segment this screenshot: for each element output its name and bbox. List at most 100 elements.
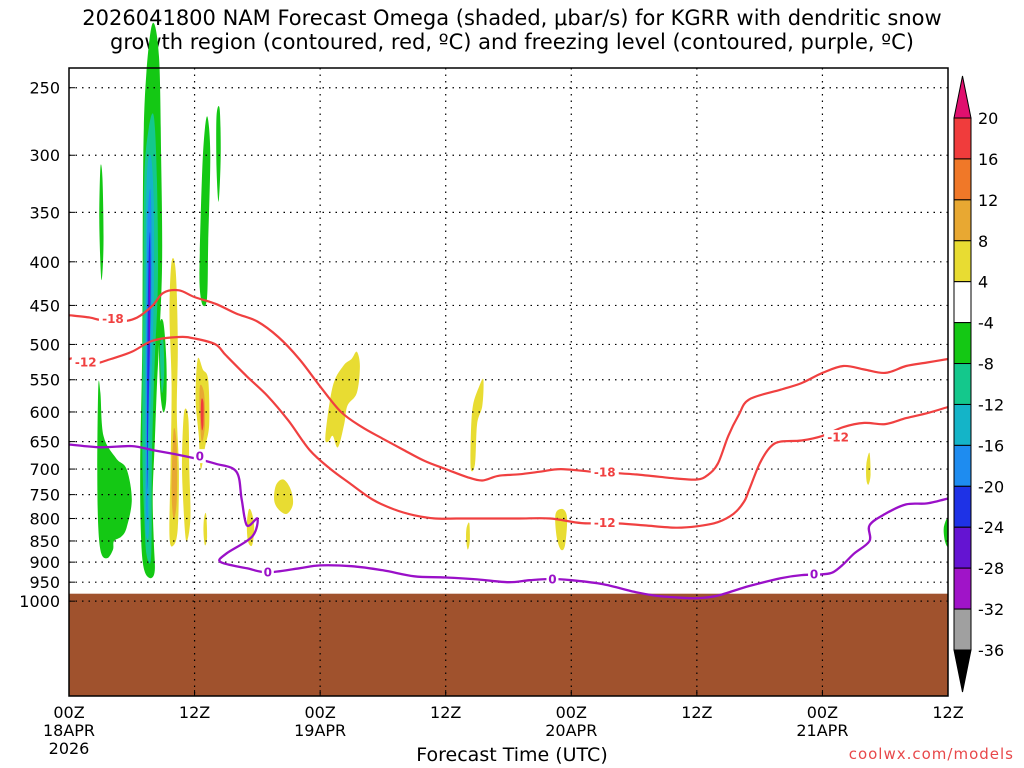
colorbar-label-6: -8 <box>978 355 994 374</box>
x-tick-0: 00Z <box>53 703 84 722</box>
colorbar-box-10 <box>953 526 972 569</box>
omega-region-18 <box>203 512 208 546</box>
y-tick-1000: 1000 <box>19 592 60 611</box>
colorbar-top-arrow <box>953 75 972 119</box>
ground-surface <box>69 593 948 696</box>
x-tick-12: 12Z <box>179 703 210 722</box>
gridlines <box>69 68 948 696</box>
site-credit: coolwx.com/models <box>848 745 1014 763</box>
omega-region-11 <box>216 106 221 202</box>
colorbar-label-3: 8 <box>978 232 988 251</box>
y-tick-400: 400 <box>29 253 60 272</box>
contour-label-bg-2 <box>590 465 619 480</box>
colorbar-label-2: 12 <box>978 191 998 210</box>
plot-frame <box>68 67 949 697</box>
colorbar-box-1 <box>953 158 972 201</box>
colorbar-box-2 <box>953 199 972 242</box>
omega-region-23 <box>466 522 470 550</box>
colorbar-box-5 <box>953 322 972 365</box>
contour-label-7: 0 <box>548 573 556 587</box>
x-tick-60: 12Z <box>681 703 712 722</box>
contour-label-6: 0 <box>264 565 272 579</box>
y-tick-800: 800 <box>29 510 60 529</box>
colorbar: 20 16 12 8 4 -4 -8 -12 -16 -20 -24 -28 -32 -36 <box>953 75 1004 693</box>
colorbar-label-10: -24 <box>978 518 1004 537</box>
x-date-24: 19APR <box>294 721 346 740</box>
contour-label-bg-5 <box>193 449 206 464</box>
contour-label-2: -18 <box>594 466 616 480</box>
colorbar-label-11: -28 <box>978 559 1004 578</box>
colorbar-label-9: -20 <box>978 477 1004 496</box>
colorbar-box-8 <box>953 444 972 487</box>
y-tick-650: 650 <box>29 433 60 452</box>
omega-region-22 <box>470 378 484 472</box>
colorbar-label-0: 20 <box>978 109 998 128</box>
contour-label-1: -12 <box>75 355 97 369</box>
x-date-48: 20APR <box>545 721 597 740</box>
contour-label-bg-8 <box>808 566 821 581</box>
colorbar-box-11 <box>953 567 972 610</box>
omega-region-24 <box>555 508 568 551</box>
omega-region-10 <box>199 116 211 307</box>
omega-region-21 <box>325 351 360 448</box>
colorbar-label-5: -4 <box>978 314 994 333</box>
y-tick-300: 300 <box>29 146 60 165</box>
colorbar-box-3 <box>953 240 972 283</box>
colorbar-box-0 <box>953 117 972 160</box>
omega-region-1 <box>99 164 104 281</box>
colorbar-box-9 <box>953 485 972 528</box>
chart-title: 2026041800 NAM Forecast Omega (shaded, μ… <box>0 6 1024 54</box>
y-tick-350: 350 <box>29 203 60 222</box>
x-tick-84: 12Z <box>932 703 963 722</box>
colorbar-box-4 <box>953 281 972 324</box>
omega-region-20 <box>274 479 294 515</box>
contour-label-bg-1 <box>71 354 100 369</box>
freezing-level-contour <box>68 443 949 600</box>
freezing-level-line <box>68 443 949 600</box>
contour-label-bg-4 <box>824 430 853 445</box>
x-date-0: 18APR <box>43 721 95 740</box>
x-tick-72: 00Z <box>807 703 838 722</box>
contour-label-bg-0 <box>98 311 127 326</box>
y-tick-900: 900 <box>29 553 60 572</box>
y-axis-ticks: 250 300 350 400 450 500 550 600 650 700 750 800 850 9… <box>19 79 75 611</box>
x-tick-36: 12Z <box>430 703 461 722</box>
contour-label-3: -12 <box>594 516 616 530</box>
contour-label-5: 0 <box>196 450 204 464</box>
x-axis-title: Forecast Time (UTC) <box>416 744 608 766</box>
y-tick-850: 850 <box>29 532 60 551</box>
colorbar-label-4: 4 <box>978 273 988 292</box>
omega-region-25 <box>866 452 871 485</box>
colorbar-bottom-arrow <box>953 649 972 693</box>
omega-region-17 <box>200 398 204 431</box>
omega-region-7 <box>148 260 151 367</box>
colorbar-box-6 <box>953 363 972 405</box>
colorbar-label-1: 16 <box>978 150 998 169</box>
y-tick-250: 250 <box>29 79 60 98</box>
isotherm-minus-18 <box>68 288 949 482</box>
y-tick-950: 950 <box>29 573 60 592</box>
y-tick-600: 600 <box>29 403 60 422</box>
x-year-0: 2026 <box>49 739 90 758</box>
y-tick-750: 750 <box>29 486 60 505</box>
omega-shading <box>97 22 949 617</box>
chart-title-line-1: 2026041800 NAM Forecast Omega (shaded, μ… <box>82 6 942 30</box>
x-tick-48: 00Z <box>556 703 587 722</box>
contour-label-0: -18 <box>102 312 124 326</box>
contour-labels: -18 -12 -18 -12 -12 0 0 0 0 <box>71 311 853 587</box>
contour-label-bg-7 <box>546 572 559 587</box>
contour-label-4: -12 <box>827 431 849 445</box>
dendritic-growth-contours <box>68 288 949 529</box>
isotherm-minus-12 <box>68 335 949 529</box>
chart-title-line-2: growth region (contoured, red, ºC) and f… <box>110 30 914 54</box>
colorbar-label-12: -32 <box>978 600 1004 619</box>
colorbar-label-7: -12 <box>978 395 1004 414</box>
omega-region-13 <box>171 427 178 519</box>
omega-region-14 <box>181 408 191 542</box>
x-tick-24: 00Z <box>304 703 335 722</box>
colorbar-box-7 <box>953 403 972 446</box>
contour-label-bg-3 <box>590 515 619 530</box>
contour-label-bg-6 <box>261 564 274 579</box>
colorbar-label-13: -36 <box>978 641 1004 660</box>
